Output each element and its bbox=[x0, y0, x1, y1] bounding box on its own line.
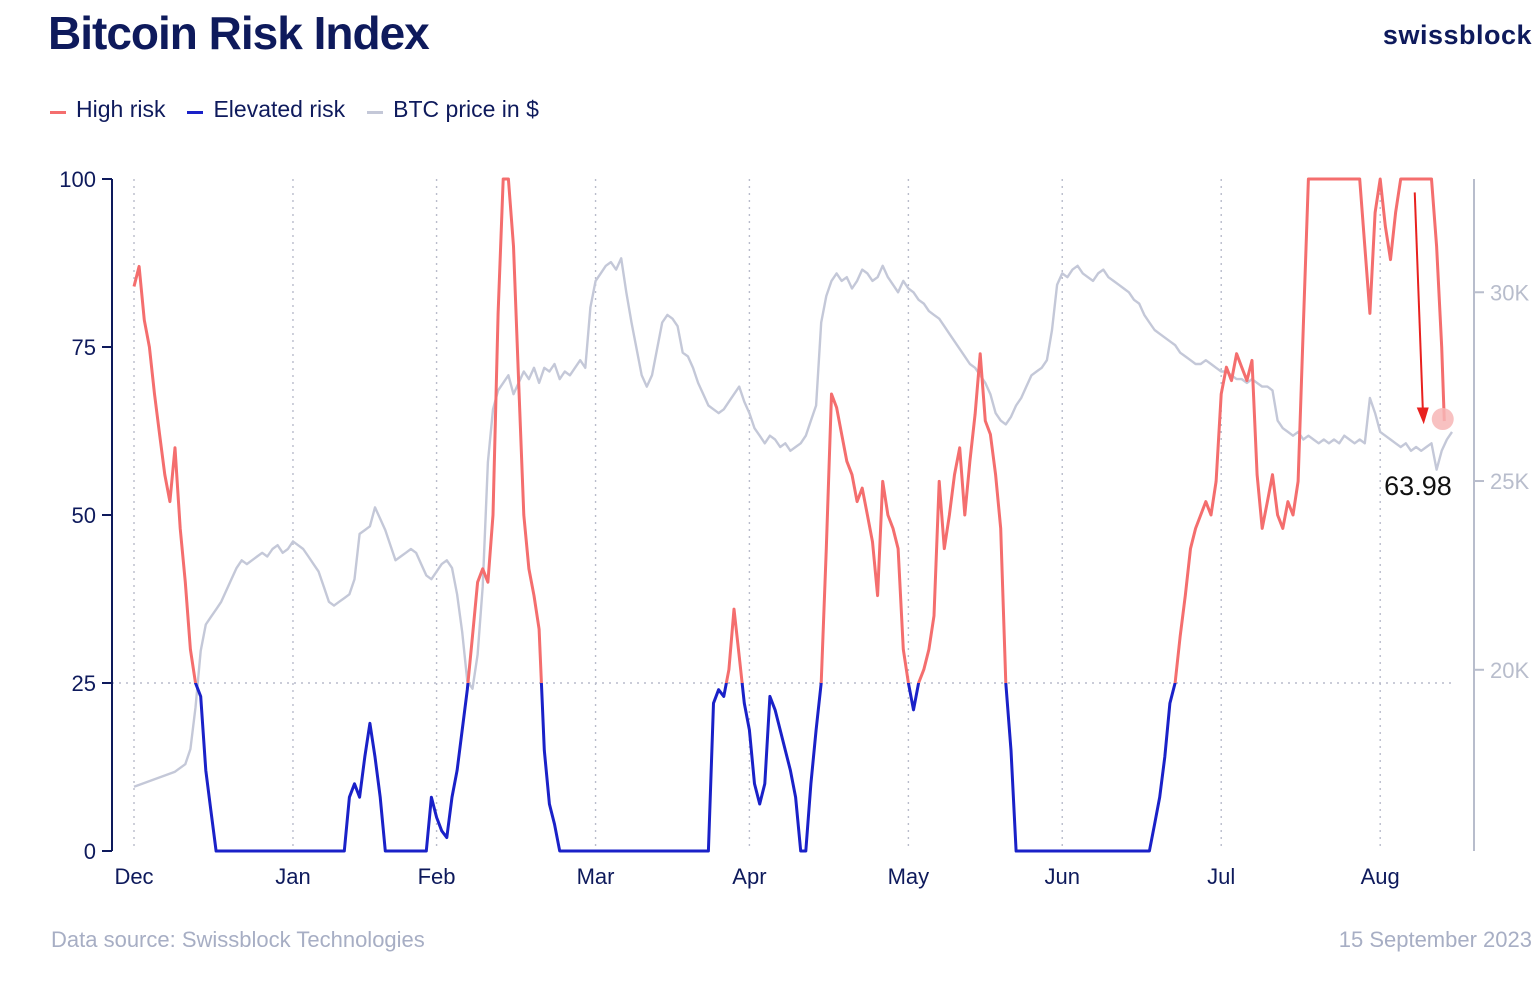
x-tick-label-jun: Jun bbox=[1044, 864, 1079, 889]
right-y-tick-label-25k: 25K bbox=[1490, 469, 1529, 494]
x-tick-label-may: May bbox=[888, 864, 930, 889]
right-y-tick-label-30k: 30K bbox=[1490, 280, 1529, 305]
legend-swatch-btc-price bbox=[367, 111, 384, 114]
left-y-tick-label-100: 100 bbox=[59, 167, 96, 192]
btc-price-line bbox=[133, 257, 1453, 788]
x-tick-label-jan: Jan bbox=[275, 864, 310, 889]
annotation-arrow-head bbox=[1416, 407, 1429, 425]
x-tick-label-apr: Apr bbox=[732, 864, 766, 889]
x-tick-label-feb: Feb bbox=[418, 864, 456, 889]
legend-swatch-elevated-risk bbox=[187, 111, 204, 114]
x-tick-label-dec: Dec bbox=[114, 864, 153, 889]
x-tick-label-jul: Jul bbox=[1207, 864, 1235, 889]
legend-label-high-risk: High risk bbox=[76, 96, 166, 122]
annotation-arrow-shaft bbox=[1413, 192, 1424, 408]
legend-item-high-risk: High risk bbox=[50, 96, 165, 123]
brand-logo: swissblock bbox=[1382, 20, 1532, 50]
chart-title: Bitcoin Risk Index bbox=[48, 7, 430, 59]
latest-value-label: 63.98 bbox=[1384, 471, 1452, 501]
legend-label-elevated-risk: Elevated risk bbox=[213, 96, 346, 122]
left-y-tick-label-25: 25 bbox=[72, 671, 96, 696]
x-tick-label-aug: Aug bbox=[1361, 864, 1400, 889]
data-source-note: Data source: Swissblock Technologies bbox=[51, 927, 425, 952]
legend-swatch-high-risk bbox=[50, 111, 66, 114]
left-y-tick-label-50: 50 bbox=[72, 503, 96, 528]
latest-value-marker bbox=[1431, 408, 1454, 431]
high-risk-line bbox=[132, 177, 1446, 683]
chart-legend: High risk Elevated risk BTC price in $ bbox=[50, 96, 539, 123]
left-y-tick-label-0: 0 bbox=[84, 839, 96, 864]
legend-item-elevated-risk: Elevated risk bbox=[187, 96, 345, 123]
left-y-tick-label-75: 75 bbox=[72, 335, 96, 360]
x-tick-label-mar: Mar bbox=[577, 864, 615, 889]
legend-item-btc-price: BTC price in $ bbox=[367, 96, 539, 123]
elevated-risk-line bbox=[193, 683, 1177, 853]
right-y-tick-label-20k: 20K bbox=[1490, 658, 1529, 683]
legend-label-btc-price: BTC price in $ bbox=[393, 96, 539, 122]
publish-date: 15 September 2023 bbox=[1338, 927, 1532, 952]
